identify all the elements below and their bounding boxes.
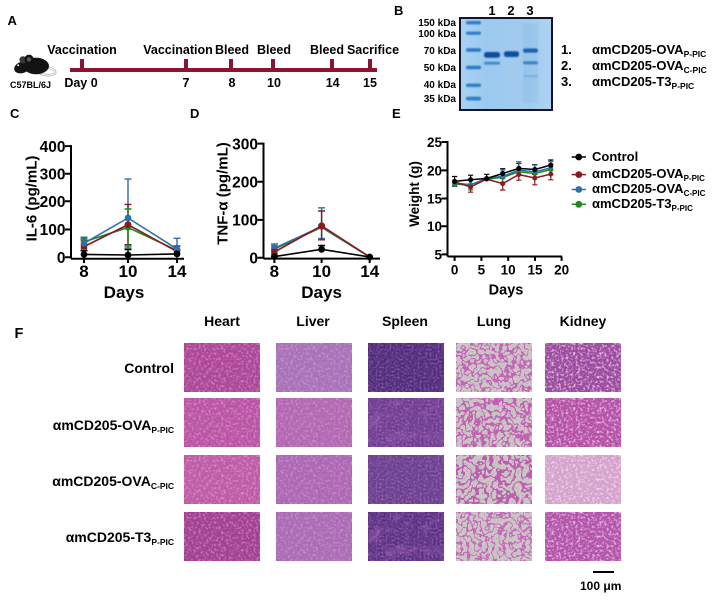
svg-text:15: 15 [527, 263, 543, 278]
svg-text:15: 15 [427, 191, 443, 206]
svg-text:5: 5 [478, 263, 486, 278]
svg-text:200: 200 [40, 194, 66, 211]
svg-text:IL-6 (pg/mL): IL-6 (pg/mL) [24, 156, 41, 242]
svg-text:10: 10 [312, 262, 331, 281]
svg-text:400: 400 [40, 139, 66, 156]
svg-text:10: 10 [119, 262, 138, 281]
svg-text:Weight (g): Weight (g) [407, 161, 422, 227]
svg-text:25: 25 [427, 135, 443, 150]
svg-text:20: 20 [427, 163, 442, 178]
svg-text:14: 14 [360, 262, 379, 281]
svg-text:Days: Days [104, 283, 145, 302]
svg-text:0: 0 [57, 250, 66, 267]
svg-text:100: 100 [232, 213, 258, 230]
svg-text:100: 100 [40, 222, 66, 239]
svg-text:10: 10 [501, 263, 516, 278]
svg-text:300: 300 [232, 136, 258, 153]
svg-text:20: 20 [554, 263, 569, 278]
svg-text:0: 0 [249, 250, 258, 267]
svg-text:Days: Days [301, 283, 342, 302]
svg-text:8: 8 [270, 262, 279, 281]
svg-text:300: 300 [40, 166, 66, 183]
svg-text:Days: Days [489, 283, 524, 299]
svg-text:200: 200 [232, 174, 258, 191]
svg-text:8: 8 [79, 262, 88, 281]
svg-text:14: 14 [168, 262, 187, 281]
svg-text:5: 5 [434, 247, 442, 262]
svg-text:0: 0 [451, 263, 459, 278]
svg-text:10: 10 [427, 219, 442, 234]
svg-text:TNF-α (pg/mL): TNF-α (pg/mL) [215, 142, 232, 245]
